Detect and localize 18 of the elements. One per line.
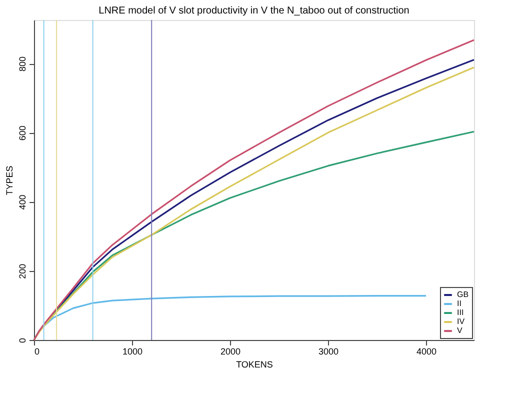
chart-title: LNRE model of V slot productivity in V the N_taboo out of construction bbox=[98, 6, 410, 16]
x-tick-label: 4000 bbox=[416, 346, 436, 356]
x-tick-label: 3000 bbox=[318, 346, 338, 356]
y-tick-label: 600 bbox=[18, 126, 28, 141]
y-tick-label: 800 bbox=[18, 56, 28, 72]
legend-label: GB bbox=[457, 290, 469, 299]
legend-label: II bbox=[457, 299, 462, 308]
y-tick-label: 0 bbox=[18, 338, 28, 344]
legend-label: III bbox=[457, 308, 464, 317]
y-axis-title: TYPES bbox=[4, 166, 14, 196]
legend-label: IV bbox=[457, 317, 466, 326]
x-tick-label: 2000 bbox=[220, 346, 241, 356]
x-axis-title: TOKENS bbox=[236, 360, 273, 370]
legend-label: V bbox=[457, 326, 463, 335]
x-tick-label: 0 bbox=[34, 346, 40, 356]
x-tick-label: 1000 bbox=[122, 346, 143, 356]
y-tick-label: 200 bbox=[18, 264, 28, 279]
y-tick-label: 400 bbox=[18, 194, 28, 210]
